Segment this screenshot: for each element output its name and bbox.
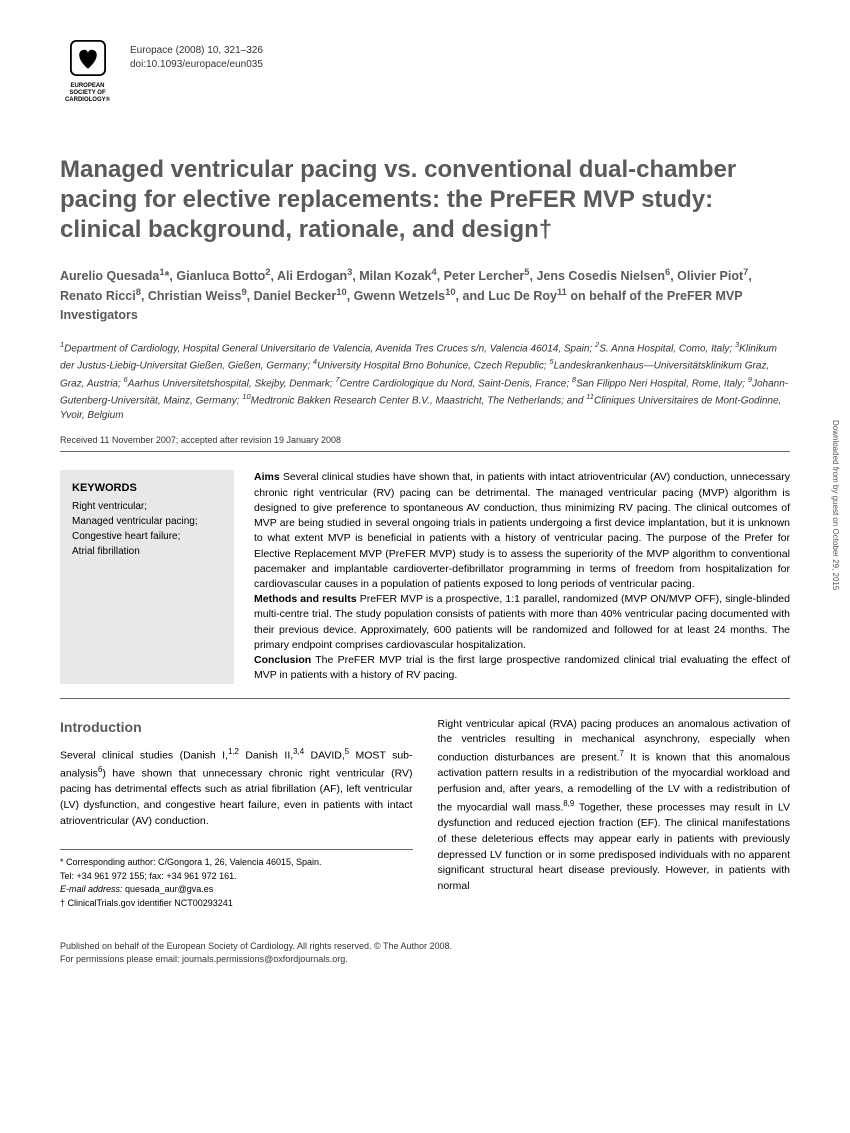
keywords-box: KEYWORDS Right ventricular; Managed vent… xyxy=(60,470,234,683)
telephone: Tel: +34 961 972 155; fax: +34 961 972 1… xyxy=(60,870,413,884)
keywords-list: Right ventricular; Managed ventricular p… xyxy=(72,499,222,559)
authors: Aurelio Quesada1*, Gianluca Botto2, Ali … xyxy=(60,265,790,326)
logo-text: EUROPEAN SOCIETY OF CARDIOLOGY® xyxy=(60,83,115,105)
footer-line1: Published on behalf of the European Soci… xyxy=(60,940,790,953)
intro-heading: Introduction xyxy=(60,717,413,738)
corresponding-author: * Corresponding author: C/Gongora 1, 26,… xyxy=(60,856,413,870)
footnotes: * Corresponding author: C/Gongora 1, 26,… xyxy=(60,849,413,910)
page-header: EUROPEAN SOCIETY OF CARDIOLOGY® Europace… xyxy=(60,40,790,105)
email-label: E-mail address: xyxy=(60,884,123,894)
email-line: E-mail address: quesada_aur@gva.es xyxy=(60,883,413,897)
abstract-text: Aims Several clinical studies have shown… xyxy=(254,470,790,683)
trial-id: † ClinicalTrials.gov identifier NCT00293… xyxy=(60,897,413,911)
intro-text-left: Several clinical studies (Danish I,1,2 D… xyxy=(60,746,413,830)
journal-doi: doi:10.1093/europace/eun035 xyxy=(130,58,263,72)
article-title: Managed ventricular pacing vs. conventio… xyxy=(60,155,790,245)
email-address: quesada_aur@gva.es xyxy=(125,884,213,894)
body-columns: Introduction Several clinical studies (D… xyxy=(60,717,790,911)
intro-text-right: Right ventricular apical (RVA) pacing pr… xyxy=(438,717,791,895)
publisher-logo: EUROPEAN SOCIETY OF CARDIOLOGY® xyxy=(60,40,115,105)
divider xyxy=(60,451,790,452)
received-dates: Received 11 November 2007; accepted afte… xyxy=(60,435,790,445)
affiliations: 1Department of Cardiology, Hospital Gene… xyxy=(60,339,790,423)
journal-name: Europace (2008) 10, 321–326 xyxy=(130,44,263,58)
left-column: Introduction Several clinical studies (D… xyxy=(60,717,413,911)
heart-logo-icon xyxy=(70,40,106,76)
divider-bottom xyxy=(60,698,790,699)
journal-info: Europace (2008) 10, 321–326 doi:10.1093/… xyxy=(130,40,263,72)
footer-line2: For permissions please email: journals.p… xyxy=(60,953,790,966)
abstract-section: KEYWORDS Right ventricular; Managed vent… xyxy=(60,470,790,683)
keywords-title: KEYWORDS xyxy=(72,480,222,497)
download-watermark: Downloaded from by guest on October 29, … xyxy=(831,420,840,590)
right-column: Right ventricular apical (RVA) pacing pr… xyxy=(438,717,791,911)
page-footer: Published on behalf of the European Soci… xyxy=(60,940,790,965)
